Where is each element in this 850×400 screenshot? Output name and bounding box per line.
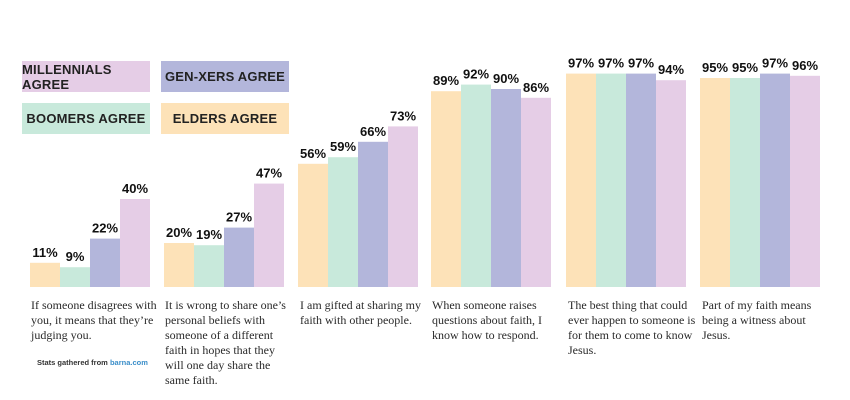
bar-gen-xers-agree-3 [358,141,388,287]
bar-gen-xers-agree-6 [760,73,790,287]
bar-boomers-agree-2 [194,245,224,287]
bar-millennials-agree-5 [656,80,686,287]
bar-group-2: 20% 19% 27% 47% [164,166,284,287]
category-label-2: It is wrong to share one’s personal beli… [165,298,286,387]
source-prefix: Stats gathered from [37,358,108,367]
bar-elders-agree-4 [431,91,461,287]
value-label: 97% [568,56,594,71]
value-label: 73% [390,108,416,123]
bar-boomers-agree-4 [461,84,491,287]
bar-millennials-agree-6 [790,75,820,287]
bar-group-5: 97% 97% 97% 94% [566,56,686,287]
value-label: 9% [66,249,85,264]
bar-elders-agree-1 [30,262,60,287]
value-label: 47% [256,166,282,181]
value-label: 97% [762,56,788,71]
bar-elders-agree-3 [298,163,328,287]
bar-gen-xers-agree-4 [491,89,521,287]
bar-elders-agree-2 [164,243,194,287]
value-label: 92% [463,67,489,82]
bar-millennials-agree-2 [254,183,284,287]
bar-group-1: 11% 9% 22% 40% [30,181,150,287]
bar-millennials-agree-3 [388,126,418,288]
bar-boomers-agree-6 [730,78,760,287]
bar-boomers-agree-3 [328,157,358,287]
legend-boomers: BOOMERS AGREE [22,103,150,134]
value-label: 86% [523,80,549,95]
category-label-1: If someone disagrees with you, it means … [31,298,157,342]
bar-group-4: 89% 92% 90% 86% [431,67,551,287]
value-label: 56% [300,146,326,161]
category-label-4: When someone raises questions about fait… [432,298,542,342]
bar-boomers-agree-5 [596,73,626,287]
value-label: 66% [360,124,386,139]
value-label: 94% [658,62,684,77]
value-label: 20% [166,225,192,240]
legend-gen-xers: GEN-XERS AGREE [161,61,289,92]
source-brand[interactable]: barna.com [109,358,148,367]
value-label: 95% [702,60,728,75]
category-label-6: Part of my faith means being a witness a… [702,298,812,342]
value-label: 96% [792,58,818,73]
value-label: 90% [493,71,519,86]
value-label: 97% [628,56,654,71]
category-label-3: I am gifted at sharing my faith with oth… [300,298,421,327]
value-label: 22% [92,221,118,236]
legend-millennials: MILLENNIALS AGREE [22,61,150,92]
value-label: 27% [226,210,252,225]
legend-elders: ELDERS AGREE [161,103,289,134]
value-label: 97% [598,56,624,71]
bar-boomers-agree-1 [60,267,90,287]
value-label: 11% [32,245,58,260]
bar-gen-xers-agree-1 [90,238,120,287]
source-note: Stats gathered from barna.com [37,358,148,367]
value-label: 89% [433,73,459,88]
bar-elders-agree-5 [566,73,596,287]
bar-millennials-agree-4 [521,97,551,287]
value-label: 19% [196,227,222,242]
value-label: 95% [732,60,758,75]
bar-group-6: 95% 95% 97% 96% [700,56,820,287]
value-label: 59% [330,139,356,154]
bar-millennials-agree-1 [120,199,150,287]
bar-elders-agree-6 [700,78,730,287]
value-label: 40% [122,181,148,196]
bar-gen-xers-agree-5 [626,73,656,287]
category-label-5: The best thing that could ever happen to… [568,298,696,357]
bar-gen-xers-agree-2 [224,227,254,287]
bar-group-3: 56% 59% 66% 73% [298,108,418,288]
